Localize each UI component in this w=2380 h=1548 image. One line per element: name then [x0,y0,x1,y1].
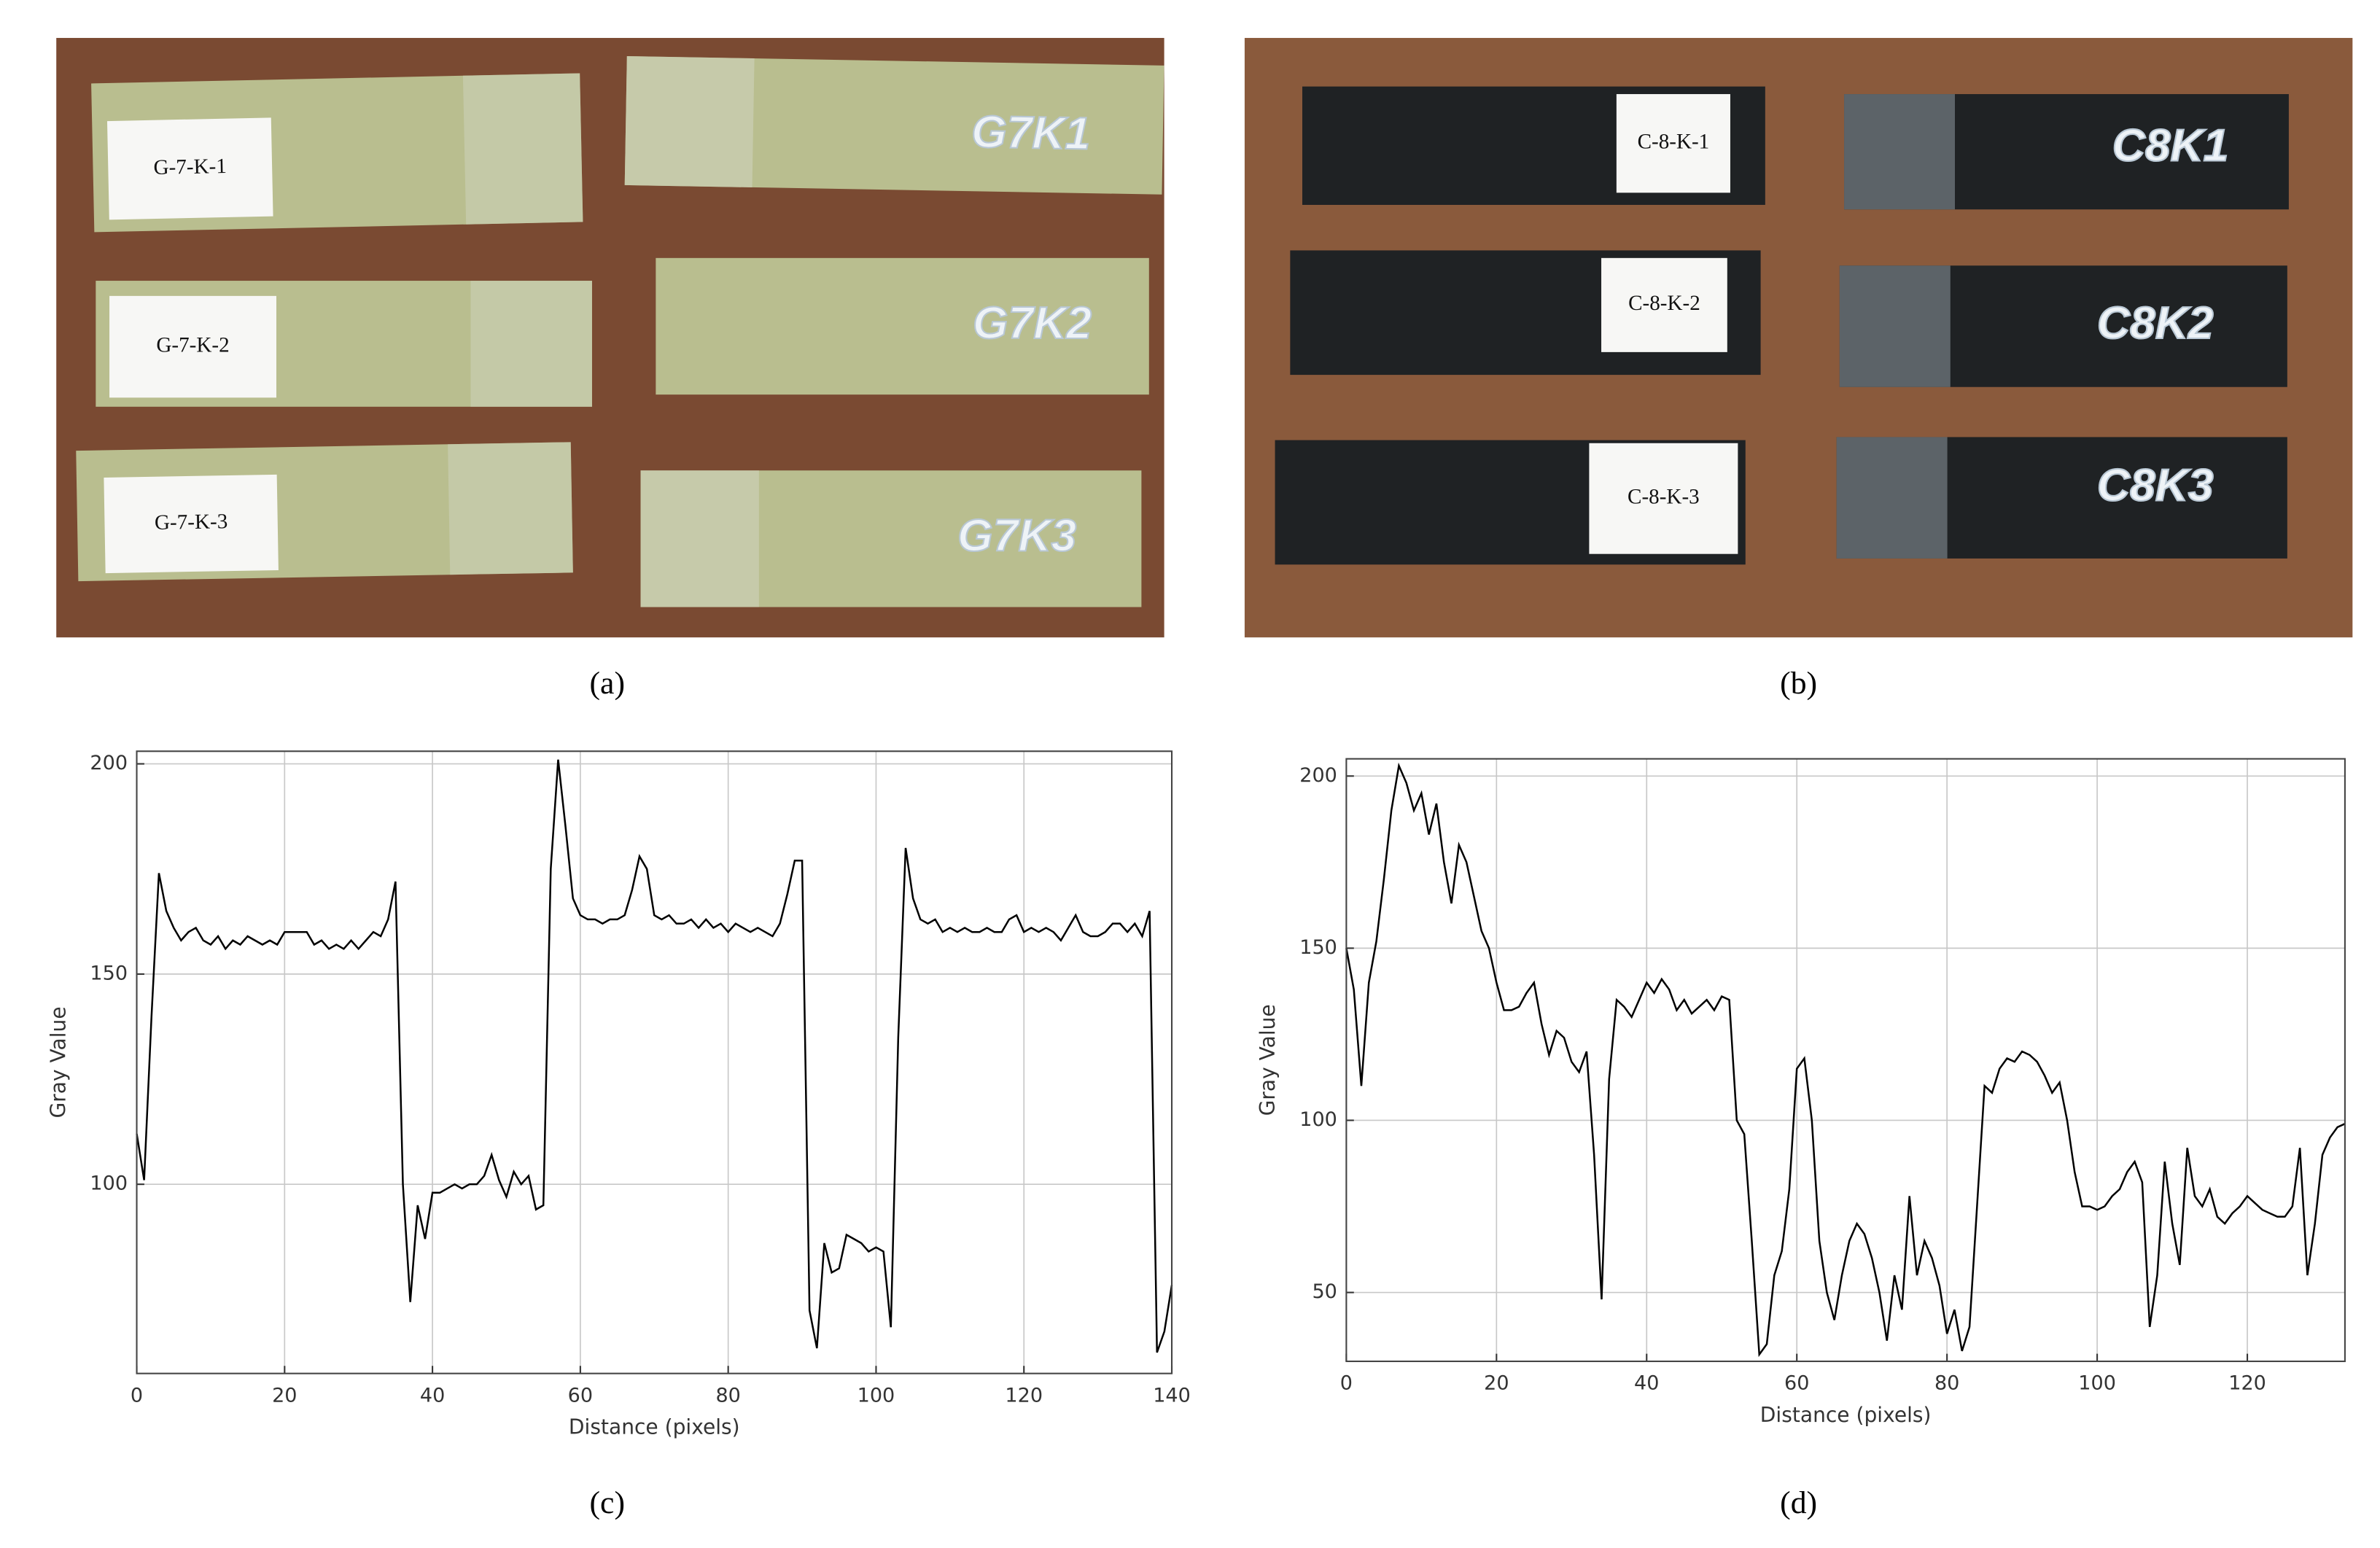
x-axis-label: Distance (pixels) [1760,1403,1932,1427]
y-tick-label: 100 [90,1172,128,1195]
specimen-body [624,56,1164,195]
specimen: C-8-K-3 [1275,440,1746,565]
specimen-label: C-8-K-2 [1628,292,1700,315]
specimen: G-7-K-2 [96,281,592,407]
specimen-grip [470,281,592,407]
specimen: C8K2 [1839,265,2287,387]
plot-area [136,751,1172,1374]
specimen: G7K2 [656,257,1149,395]
panel-caption: (c) [590,1485,626,1520]
data-line [1345,762,2346,1358]
label-sticker [109,295,277,398]
specimen-body [656,257,1149,395]
specimen-grip [448,442,573,575]
y-tick-label: 150 [90,962,128,984]
y-tick-label: 200 [90,752,128,774]
y-axis-label: Gray Value [1256,1004,1280,1116]
specimen-label: C-8-K-3 [1628,485,1700,508]
y-tick-label: 50 [1312,1280,1337,1303]
label-sticker [1589,443,1738,554]
specimen-grip [1839,265,1951,387]
plot-frame [136,750,1173,1374]
specimen-label: G-7-K-3 [155,510,228,534]
handwritten-mark: G7K2 [973,297,1092,349]
x-tick-label: 60 [568,1384,593,1407]
specimen: G7K1 [624,56,1164,195]
label-sticker [104,474,279,574]
y-tick-label: 200 [1299,764,1337,787]
label-sticker [1601,257,1727,352]
handwritten-mark: C8K2 [2097,297,2214,349]
specimen-label: C-8-K-1 [1638,130,1710,153]
panel-caption: (d) [1780,1485,1817,1520]
panel-caption: (a) [590,666,626,701]
y-tick-label: 150 [1299,936,1337,959]
x-tick-label: 20 [1484,1372,1509,1395]
specimen-grip [1844,94,1956,210]
specimen: C8K3 [1836,437,2287,559]
y-axis-label: Gray Value [46,1006,70,1118]
x-tick-label: 80 [715,1384,740,1407]
x-tick-label: 140 [1153,1384,1191,1407]
x-tick-label: 120 [2228,1372,2266,1395]
x-tick-label: 40 [420,1384,445,1407]
specimen: G-7-K-1 [91,73,583,233]
specimen: C-8-K-1 [1302,86,1765,205]
x-tick-label: 0 [131,1384,143,1407]
specimen: G7K3 [640,470,1142,607]
specimen: C-8-K-2 [1290,250,1761,376]
x-tick-label: 120 [1005,1384,1043,1407]
specimen-grip [462,73,583,225]
x-tick-label: 40 [1634,1372,1659,1395]
x-axis-label: Distance (pixels) [569,1415,740,1439]
label-sticker [106,117,273,220]
specimen: C8K1 [1844,94,2289,210]
label-sticker [1616,94,1730,193]
specimen-grip [1836,437,1948,559]
specimen: G-7-K-3 [76,442,573,582]
specimen-grip [640,470,759,607]
specimen-grip [624,56,755,187]
panel-caption: (b) [1780,666,1817,701]
x-tick-label: 0 [1340,1372,1353,1395]
specimen-label: G-7-K-1 [153,155,227,179]
x-tick-label: 60 [1784,1372,1809,1395]
x-tick-label: 80 [1934,1372,1959,1395]
handwritten-mark: G7K1 [971,106,1091,160]
x-tick-label: 100 [858,1384,895,1407]
data-line [136,759,1173,1353]
x-tick-label: 20 [272,1384,297,1407]
y-tick-label: 100 [1299,1108,1337,1131]
handwritten-mark: C8K3 [2097,460,2214,511]
plot-frame [1345,758,2346,1363]
handwritten-mark: G7K3 [957,510,1076,561]
handwritten-mark: C8K1 [2112,120,2229,171]
x-tick-label: 100 [2078,1372,2116,1395]
specimen-label: G-7-K-2 [156,333,229,357]
